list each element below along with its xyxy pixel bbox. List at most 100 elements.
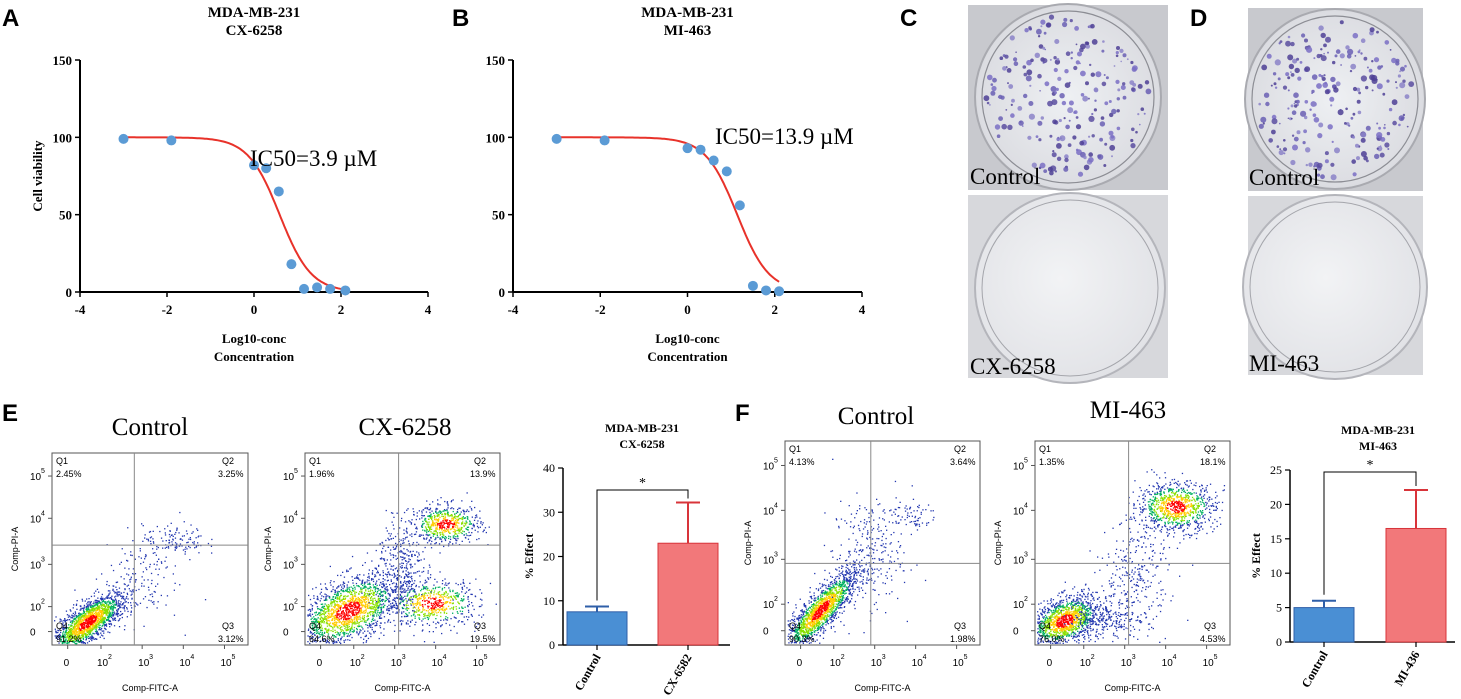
event-dot — [452, 526, 454, 528]
event-dot — [342, 617, 345, 619]
event-dot — [312, 588, 314, 590]
event-dot — [352, 609, 354, 611]
event-dot — [357, 600, 359, 602]
event-dot — [107, 596, 109, 599]
colony — [1082, 95, 1089, 102]
event-dot — [469, 523, 471, 525]
event-dot — [363, 586, 365, 588]
event-dot — [138, 588, 140, 591]
event-dot — [139, 548, 141, 550]
event-dot — [325, 587, 327, 589]
event-dot — [434, 533, 436, 535]
data-point — [299, 283, 310, 294]
event-dot — [62, 634, 64, 636]
event-dot — [361, 592, 363, 594]
event-dot — [345, 639, 347, 641]
event-dot — [83, 607, 85, 610]
event-dot — [437, 524, 439, 526]
event-dot — [92, 611, 94, 613]
event-dot — [348, 591, 350, 593]
event-dot — [116, 603, 118, 605]
event-dot — [103, 637, 105, 640]
event-dot — [349, 631, 351, 633]
event-dot — [340, 630, 342, 632]
colony — [1395, 58, 1400, 63]
event-dot — [352, 611, 354, 613]
event-dot — [350, 602, 352, 604]
event-dot — [351, 589, 354, 592]
event-dot — [86, 631, 88, 633]
event-dot — [66, 637, 68, 639]
event-dot — [81, 632, 83, 634]
event-dot — [406, 607, 408, 610]
event-dot — [108, 610, 111, 612]
event-dot — [77, 616, 79, 618]
event-dot — [351, 630, 353, 633]
event-dot — [335, 636, 337, 638]
event-dot — [83, 612, 85, 614]
event-dot — [427, 577, 429, 579]
event-dot — [317, 617, 319, 619]
data-point — [721, 166, 732, 177]
event-dot — [130, 602, 132, 604]
event-dot — [407, 615, 409, 617]
event-dot — [316, 595, 319, 598]
event-dot — [426, 616, 428, 619]
colony — [1303, 129, 1307, 134]
event-dot — [377, 572, 379, 574]
event-dot — [333, 607, 336, 609]
event-dot — [357, 622, 359, 624]
event-dot — [463, 534, 465, 536]
event-dot — [79, 635, 81, 637]
event-dot — [340, 622, 343, 624]
event-dot — [394, 586, 396, 588]
event-dot — [193, 543, 195, 545]
event-dot — [405, 605, 407, 607]
event-dot — [371, 626, 373, 629]
event-dot — [87, 612, 89, 614]
event-dot — [464, 536, 467, 539]
event-dot — [369, 626, 372, 628]
event-dot — [319, 612, 321, 614]
event-dot — [401, 606, 403, 609]
colony — [1010, 103, 1013, 106]
event-dot — [102, 612, 104, 614]
colony — [1067, 143, 1072, 148]
colony — [1064, 82, 1071, 88]
event-dot — [338, 614, 340, 616]
event-dot — [401, 517, 403, 520]
event-dot — [321, 606, 323, 608]
event-dot — [425, 511, 428, 513]
event-dot — [451, 528, 453, 530]
event-dot — [452, 608, 454, 611]
colony — [1110, 135, 1115, 139]
event-dot — [452, 599, 454, 601]
event-dot — [118, 604, 120, 607]
event-dot — [121, 596, 123, 598]
event-dot — [57, 631, 59, 634]
event-dot — [116, 589, 118, 591]
event-dot — [454, 517, 456, 519]
event-dot — [429, 507, 432, 509]
event-dot — [175, 547, 178, 549]
event-dot — [459, 517, 461, 520]
event-dot — [433, 524, 435, 527]
event-dot — [390, 603, 392, 605]
event-dot — [363, 611, 365, 613]
event-dot — [433, 598, 435, 600]
event-dot — [101, 608, 104, 610]
y-tick-exp: 3 — [41, 556, 45, 563]
event-dot — [69, 629, 71, 631]
event-dot — [344, 597, 347, 599]
event-dot — [89, 629, 91, 631]
event-dot — [111, 595, 113, 597]
event-dot — [431, 610, 433, 612]
event-dot — [90, 614, 92, 616]
event-dot — [64, 632, 66, 634]
event-dot — [344, 605, 346, 607]
event-dot — [365, 595, 367, 597]
event-dot — [353, 622, 355, 624]
event-dot — [346, 612, 348, 614]
event-dot — [473, 621, 475, 623]
event-dot — [434, 523, 436, 525]
